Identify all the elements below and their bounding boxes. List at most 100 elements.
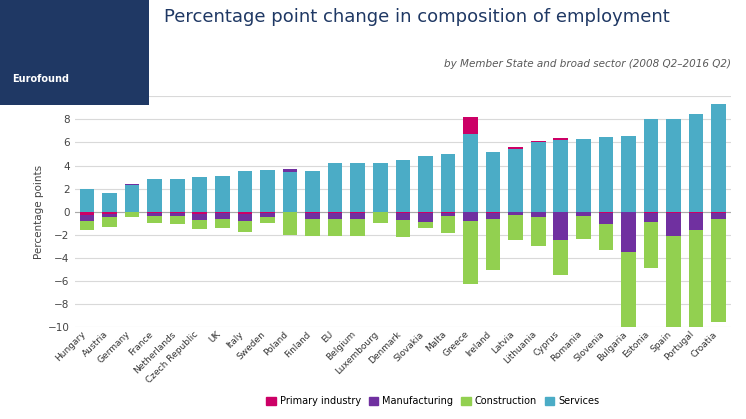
Polygon shape — [0, 0, 149, 105]
Y-axis label: Percentage points: Percentage points — [34, 165, 44, 259]
Bar — [102, 217, 117, 227]
Bar — [215, 212, 230, 213]
Bar — [508, 215, 523, 241]
Bar — [327, 219, 342, 236]
Bar — [305, 213, 320, 219]
Bar — [237, 214, 252, 221]
Bar — [508, 149, 523, 212]
Bar — [125, 184, 140, 185]
Bar — [192, 214, 207, 220]
Bar — [418, 212, 433, 213]
Bar — [395, 220, 410, 237]
Bar — [215, 213, 230, 219]
Bar — [260, 217, 275, 223]
Bar — [170, 179, 184, 212]
Text: by Member State and broad sector (2008 Q2–2016 Q2): by Member State and broad sector (2008 Q… — [444, 59, 731, 69]
Bar — [80, 221, 94, 230]
Bar — [712, 213, 726, 219]
Bar — [666, 119, 681, 212]
Bar — [283, 212, 298, 235]
Bar — [351, 219, 365, 236]
Bar — [148, 179, 162, 212]
Bar — [531, 212, 545, 217]
Bar — [689, 212, 703, 213]
Bar — [712, 219, 726, 322]
Legend: Primary industry, Manufacturing, Construction, Services: Primary industry, Manufacturing, Constru… — [262, 392, 604, 410]
Bar — [148, 212, 162, 213]
Bar — [125, 212, 140, 217]
Bar — [148, 216, 162, 223]
Bar — [170, 216, 184, 224]
Bar — [283, 173, 298, 212]
Bar — [689, 230, 703, 334]
Bar — [418, 222, 433, 228]
Bar — [260, 213, 275, 217]
Bar — [463, 221, 478, 284]
Bar — [644, 222, 658, 268]
Bar — [327, 163, 342, 212]
Bar — [327, 212, 342, 213]
Bar — [531, 142, 545, 212]
Bar — [508, 212, 523, 215]
Bar — [260, 212, 275, 213]
Bar — [395, 212, 410, 213]
Bar — [644, 119, 658, 212]
Bar — [576, 212, 591, 216]
Bar — [237, 212, 252, 214]
Bar — [666, 213, 681, 236]
Bar — [621, 212, 636, 252]
Bar — [621, 135, 636, 212]
Bar — [486, 212, 501, 213]
Bar — [102, 193, 117, 212]
Bar — [576, 216, 591, 239]
Bar — [373, 212, 388, 223]
Bar — [215, 219, 230, 228]
Text: Percentage point change in composition of employment: Percentage point change in composition o… — [164, 8, 670, 26]
Bar — [689, 114, 703, 212]
Bar — [554, 241, 568, 275]
Bar — [102, 214, 117, 217]
Bar — [351, 163, 365, 212]
Bar — [486, 219, 501, 270]
Bar — [351, 212, 365, 213]
Bar — [80, 189, 94, 212]
Bar — [598, 212, 613, 213]
Bar — [644, 213, 658, 222]
Bar — [237, 221, 252, 232]
Bar — [531, 141, 545, 142]
Bar — [327, 213, 342, 219]
Bar — [125, 185, 140, 212]
Bar — [373, 163, 388, 212]
Bar — [463, 212, 478, 221]
Bar — [666, 236, 681, 334]
Bar — [283, 169, 298, 173]
Bar — [215, 176, 230, 212]
Bar — [621, 252, 636, 327]
Bar — [80, 215, 94, 221]
Bar — [598, 213, 613, 224]
Bar — [554, 138, 568, 140]
Bar — [712, 212, 726, 213]
Bar — [305, 219, 320, 236]
Bar — [102, 212, 117, 214]
Bar — [170, 212, 184, 213]
Bar — [395, 213, 410, 220]
Bar — [441, 213, 455, 216]
Bar — [689, 213, 703, 230]
Bar — [576, 139, 591, 212]
Bar — [351, 213, 365, 219]
Bar — [441, 216, 455, 233]
Bar — [598, 137, 613, 212]
Bar — [712, 104, 726, 212]
Bar — [441, 154, 455, 212]
Bar — [418, 213, 433, 222]
Bar — [192, 212, 207, 214]
Bar — [418, 156, 433, 212]
Bar — [486, 213, 501, 219]
Bar — [395, 160, 410, 212]
Bar — [554, 140, 568, 212]
Bar — [463, 134, 478, 212]
Bar — [192, 220, 207, 229]
Bar — [598, 224, 613, 250]
Bar — [644, 212, 658, 213]
